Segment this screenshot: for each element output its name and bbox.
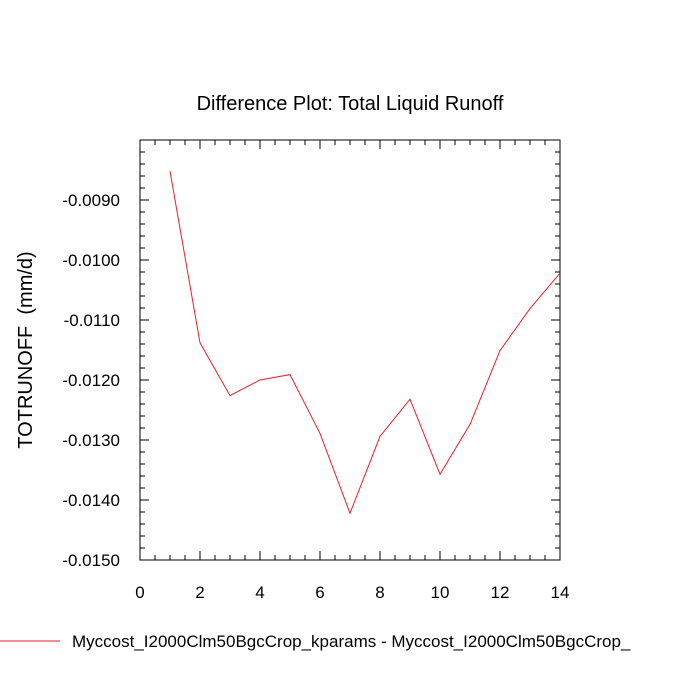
y-tick-label: -0.0110 xyxy=(64,311,120,330)
y-tick-label: -0.0120 xyxy=(62,371,120,390)
chart-title: Difference Plot: Total Liquid Runoff xyxy=(197,93,504,115)
x-tick-label: 6 xyxy=(315,583,324,602)
legend-label: Myccost_I2000Clm50BgcCrop_kparams - Mycc… xyxy=(72,632,631,651)
legend: Myccost_I2000Clm50BgcCrop_kparams - Mycc… xyxy=(0,632,631,651)
y-tick-label: -0.0130 xyxy=(62,431,120,450)
plot-frame xyxy=(139,139,561,561)
y-tick-label: -0.0150 xyxy=(62,551,120,570)
y-axis-label: TOTRUNOFF (mm/d) xyxy=(15,251,37,448)
series-layer xyxy=(169,171,561,515)
series-line xyxy=(169,171,561,515)
x-tick-label: 2 xyxy=(195,583,204,602)
x-tick-label: 10 xyxy=(431,583,450,602)
x-axis: 0 2 4 6 8 10 12 14 xyxy=(135,140,569,602)
x-tick-label: 12 xyxy=(491,583,510,602)
plot-area xyxy=(139,139,561,561)
x-tick-label: 14 xyxy=(551,583,570,602)
y-axis: -0.0150 -0.0140 -0.0130 -0.0120 -0.0110 -0.01… xyxy=(62,139,560,570)
y-tick-label: -0.0090 xyxy=(62,191,120,210)
y-tick-label: -0.0140 xyxy=(62,491,120,510)
x-tick-label: 4 xyxy=(255,583,264,602)
x-tick-label: 8 xyxy=(375,583,384,602)
y-tick-label: -0.0100 xyxy=(62,251,120,270)
x-tick-label: 0 xyxy=(135,583,144,602)
